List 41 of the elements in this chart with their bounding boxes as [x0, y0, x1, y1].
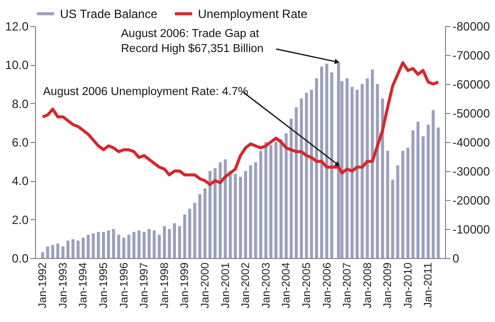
x-tick-label: Jan-1997 [138, 262, 151, 308]
y-tick-label: 4.0 [12, 174, 29, 188]
x-tick-label: Jan-2006 [321, 262, 334, 308]
legend-label: US Trade Balance [60, 6, 158, 21]
y2-tick-label: 0 [452, 252, 460, 266]
annotation: August 2006: Trade Gap at Record High $67,351 Billion [121, 28, 264, 55]
x-tick-label: Jan-2011 [422, 262, 435, 308]
y2-tick-label: -40000 [452, 136, 490, 150]
y-tick-label: 10.0 [5, 58, 29, 72]
x-tick-label: Jan-2003 [260, 262, 272, 308]
x-tick-label: Jan-1993 [57, 262, 70, 308]
y2-tick-label: -50000 [452, 106, 490, 120]
y-tick-label: 6.0 [12, 136, 29, 150]
x-tick-label: Jan-1998 [158, 262, 171, 308]
y2-tick-label: -80000 [452, 20, 490, 34]
x-tick-label: Jan-2005 [300, 262, 313, 308]
y-tick-label: 2.0 [12, 212, 29, 227]
x-tick-label: Jan-1996 [118, 262, 130, 308]
x-tick-label: Jan-2001 [220, 262, 232, 308]
y2-tick-label: -70000 [452, 48, 490, 62]
y2-tick-label: -10000 [452, 222, 490, 236]
x-tick-label: Jan-2009 [382, 262, 394, 308]
x-tick-label: Jan-1995 [98, 262, 110, 308]
x-tick-label: Jan-1994 [78, 262, 90, 308]
y-tick-label: 0.0 [12, 252, 29, 266]
y-tick-label: 8.0 [12, 96, 29, 111]
line-series [41, 61, 440, 186]
annotation: August 2006 Unemployment Rate: 4.7% [43, 86, 248, 98]
x-tick-label: Jan-2010 [402, 262, 414, 308]
y2-tick-label: -60000 [452, 78, 490, 92]
y-tick-label: 12.0 [5, 20, 29, 34]
legend-label: Unemployment Rate [198, 6, 308, 21]
x-tick-label: Jan-2007 [342, 262, 354, 308]
x-tick-label: Jan-2004 [280, 262, 293, 308]
x-tick-label: Jan-2000 [199, 262, 212, 308]
x-tick-label: Jan-2008 [362, 262, 374, 308]
x-tick-label: Jan-2002 [240, 262, 252, 308]
y2-tick-label: -30000 [452, 164, 490, 178]
x-tick-label: Jan-1999 [179, 262, 192, 308]
y2-tick-label: -20000 [452, 194, 490, 208]
x-tick-label: Jan-1992 [37, 262, 50, 308]
